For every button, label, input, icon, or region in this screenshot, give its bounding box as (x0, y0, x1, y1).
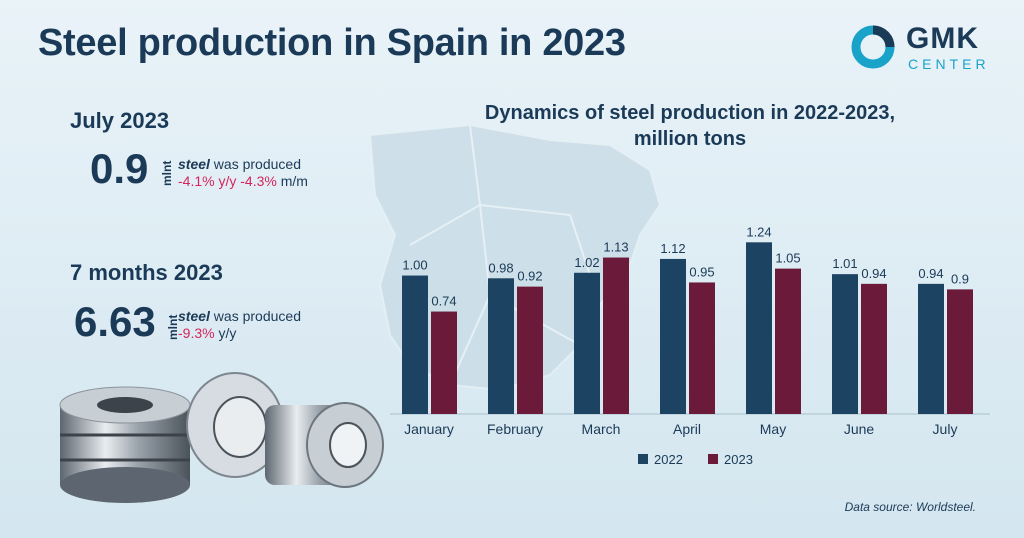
bar-2023-july (947, 289, 973, 414)
bar-2022-june (832, 274, 858, 414)
july-heading: July 2023 (70, 108, 170, 133)
seven-months-desc-steel: steel (178, 308, 210, 324)
logo-text: GMK (906, 22, 979, 55)
july-yy-change: -4.1% y/y (178, 173, 237, 189)
data-label-2023-may: 1.05 (775, 251, 800, 266)
data-label-2023-july: 0.9 (951, 271, 969, 286)
legend-label-2023: 2023 (724, 452, 753, 467)
bar-2022-february (488, 278, 514, 414)
data-label-2022-june: 1.01 (832, 256, 857, 271)
data-label-2023-april: 0.95 (689, 264, 714, 279)
legend-label-2022: 2022 (654, 452, 683, 467)
data-label-2022-march: 1.02 (574, 255, 599, 270)
bar-2022-january (402, 275, 428, 414)
x-tick-label-march: March (582, 421, 621, 437)
seven-months-yy-suffix: y/y (214, 325, 237, 341)
bar-2023-january (431, 311, 457, 414)
seven-months-value: 6.63 (74, 298, 156, 345)
bar-2022-march (574, 272, 600, 414)
seven-months-desc-rest: was produced (209, 308, 301, 324)
july-mm-suffix: m/m (276, 173, 308, 189)
data-label-2022-january: 1.00 (402, 258, 427, 273)
seven-months-description: steel was produced -9.3% y/y (178, 308, 301, 342)
x-tick-label-june: June (844, 421, 875, 437)
x-tick-label-april: April (673, 421, 701, 437)
july-mm-change: -4.3% (240, 173, 277, 189)
data-label-2023-january: 0.74 (431, 294, 456, 309)
july-value: 0.9 (90, 145, 149, 192)
bar-2023-june (861, 283, 887, 414)
chart-title-line1: Dynamics of steel production in 2022-202… (484, 102, 896, 124)
chart-title: Dynamics of steel production in 2022-202… (420, 100, 960, 152)
data-label-2023-march: 1.13 (603, 240, 628, 255)
chart-title-line2: million tons (633, 128, 747, 150)
seven-months-heading: 7 months 2023 (70, 260, 223, 285)
data-label-2022-may: 1.24 (746, 224, 771, 239)
seven-months-yy-change: -9.3% (178, 325, 215, 341)
data-label-2022-april: 1.12 (660, 241, 685, 256)
bar-2023-february (517, 286, 543, 414)
x-tick-label-july: July (933, 421, 958, 437)
bar-2023-may (775, 268, 801, 414)
bar-2022-april (660, 258, 686, 414)
data-label-2022-february: 0.98 (488, 260, 513, 275)
x-tick-label-january: January (404, 421, 454, 437)
legend-swatch-2023 (708, 454, 718, 464)
chart-legend: 2022 2023 (638, 452, 753, 467)
logo-subtext: CENTER (908, 56, 990, 72)
bar-2023-april (689, 282, 715, 414)
july-desc-steel: steel (178, 156, 210, 172)
bar-2023-march (603, 257, 629, 414)
data-source-note: Data source: Worldsteel. (844, 500, 976, 514)
logo-ring-icon (851, 25, 895, 69)
data-label-2023-june: 0.94 (861, 266, 886, 281)
bar-chart: 1.00 0.74 January 0.98 0.92 February 1.02 1.13 M… (390, 224, 990, 467)
july-description: steel was produced -4.1% y/y -4.3% m/m (178, 156, 308, 190)
data-label-2023-february: 0.92 (517, 269, 542, 284)
x-tick-label-february: February (487, 421, 543, 437)
legend-swatch-2022 (638, 454, 648, 464)
x-tick-label-may: May (760, 421, 786, 437)
bar-2022-july (918, 283, 944, 414)
july-desc-rest: was produced (209, 156, 301, 172)
bar-2022-may (746, 242, 772, 414)
gmk-center-logo: GMK CENTER (850, 22, 1000, 74)
data-label-2022-july: 0.94 (918, 266, 943, 281)
steel-coils-illustration (59, 372, 384, 503)
july-unit: mlnt (160, 160, 174, 186)
page-title: Steel production in Spain in 2023 (38, 22, 626, 64)
